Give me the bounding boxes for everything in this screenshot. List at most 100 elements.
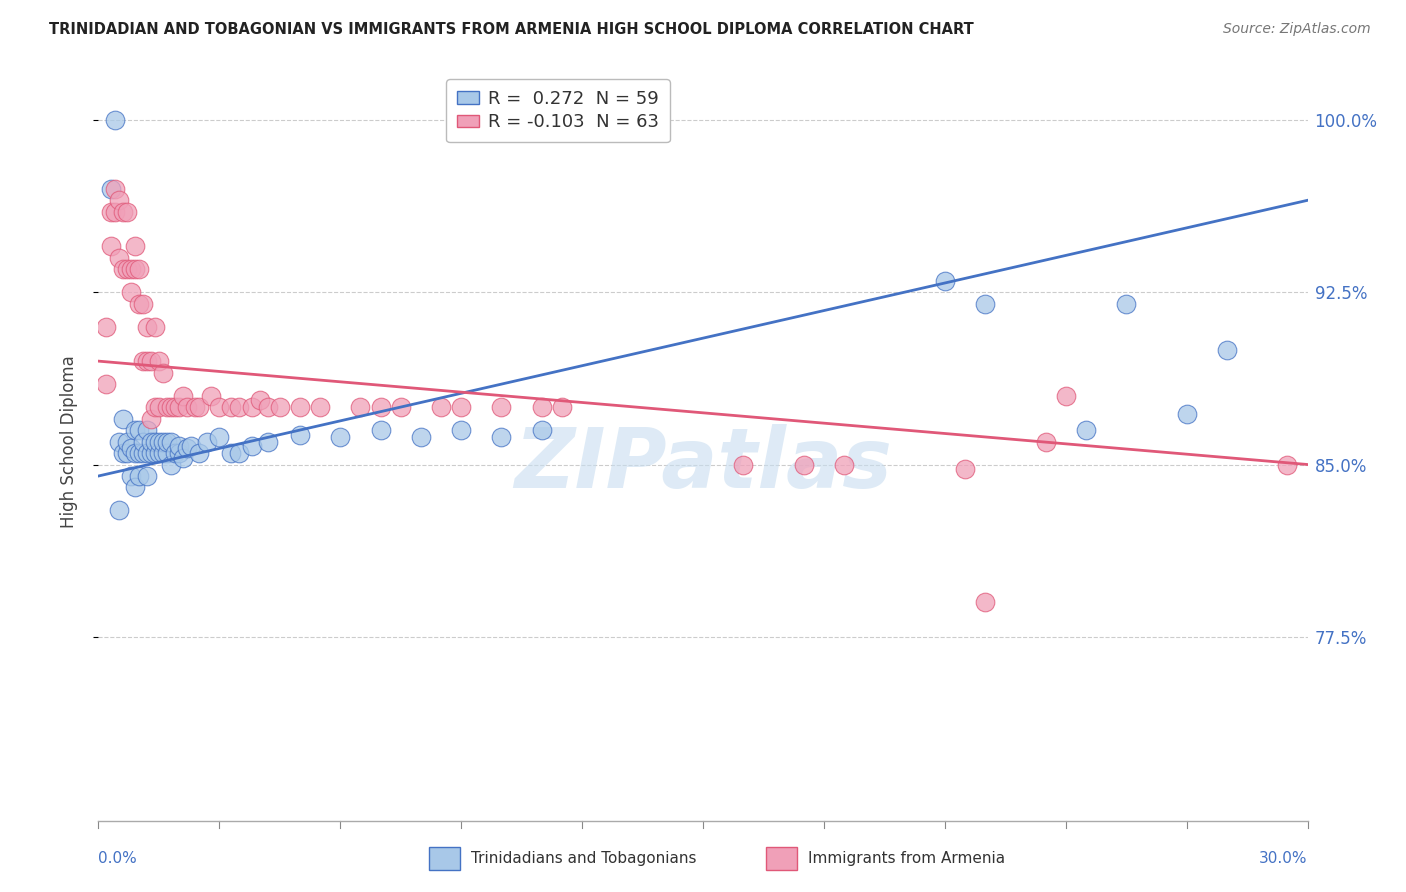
Point [288,400,311,414]
Point [111,204,134,219]
Point [1277,458,1299,472]
Point [100,182,122,196]
Point [450,423,472,437]
Point [135,319,157,334]
Point [139,446,162,460]
Text: Immigrants from Armenia: Immigrants from Armenia [808,852,1005,866]
Point [143,446,166,460]
Text: ZIPatlas: ZIPatlas [515,424,891,505]
Point [100,204,122,219]
Point [148,400,170,414]
Point [132,434,155,449]
Point [128,296,150,310]
Point [1115,296,1137,310]
Text: 0.0%: 0.0% [98,851,138,866]
Point [96,319,118,334]
Point [409,430,432,444]
Point [107,251,129,265]
Point [188,446,211,460]
Point [135,354,157,368]
Point [128,262,150,277]
Point [128,446,150,460]
Point [167,439,190,453]
Point [221,446,243,460]
Point [135,423,157,437]
Point [200,388,222,402]
Point [551,400,574,414]
Point [139,411,162,425]
Point [152,434,174,449]
Point [176,442,198,456]
Point [143,400,166,414]
Point [1035,434,1057,449]
Point [120,285,142,300]
Point [530,400,553,414]
Point [167,446,190,460]
Point [1216,343,1239,357]
Point [152,446,174,460]
Point [132,296,155,310]
Point [156,434,179,449]
Point [128,469,150,483]
Point [1175,407,1198,421]
Point [389,400,412,414]
Point [143,434,166,449]
Point [107,503,129,517]
Point [107,194,129,208]
Text: Trinidadians and Tobagonians: Trinidadians and Tobagonians [471,852,696,866]
Point [208,430,231,444]
Point [309,400,332,414]
Point [240,400,263,414]
Point [349,400,371,414]
Point [120,469,142,483]
Point [288,427,311,442]
Point [128,423,150,437]
Point [96,377,118,392]
Point [953,462,976,476]
Point [120,262,142,277]
Point [228,400,250,414]
Point [167,400,190,414]
Point [156,446,179,460]
Point [172,450,194,465]
Point [115,262,138,277]
Point [256,400,278,414]
Point [139,354,162,368]
Point [120,442,142,456]
Point [184,400,207,414]
Point [974,595,997,609]
Point [124,481,146,495]
Point [370,400,392,414]
Point [103,182,125,196]
Point [124,239,146,253]
Point [152,366,174,380]
Text: TRINIDADIAN AND TOBAGONIAN VS IMMIGRANTS FROM ARMENIA HIGH SCHOOL DIPLOMA CORREL: TRINIDADIAN AND TOBAGONIAN VS IMMIGRANTS… [49,22,974,37]
Point [143,319,166,334]
Y-axis label: High School Diploma: High School Diploma [59,355,77,528]
Point [240,439,263,453]
Point [176,400,198,414]
Point [100,239,122,253]
Point [103,204,125,219]
Point [329,430,352,444]
Point [111,446,134,460]
Point [733,458,755,472]
Point [135,446,157,460]
Point [124,262,146,277]
Point [135,469,157,483]
Point [530,423,553,437]
Point [1074,423,1097,437]
Point [148,434,170,449]
Point [160,434,183,449]
Point [228,446,250,460]
Point [934,274,956,288]
Point [832,458,855,472]
Point [430,400,453,414]
Point [793,458,815,472]
Point [148,446,170,460]
Point [132,354,155,368]
Point [208,400,231,414]
Point [115,446,138,460]
Point [491,400,513,414]
Point [195,434,218,449]
